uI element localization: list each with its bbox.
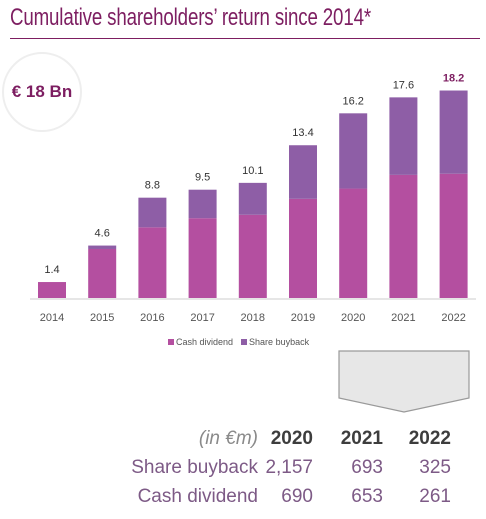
total-label-2021: 17.6 [393,79,414,91]
bar-share-buyback-2020 [339,113,368,189]
total-label-2014: 1.4 [44,264,59,276]
table-row-label: Share buyback [131,457,258,478]
table-cell: 693 [351,457,383,478]
bar-share-buyback-2015 [88,245,117,249]
bars-group: 1.4 2014 4.6 2015 8.8 2016 9.5 2017 10.1 2018 13.4… [38,73,468,324]
bar-share-buyback-2022 [439,90,468,174]
table-row-label: Cash dividend [137,486,258,507]
stacked-bar-chart: 1.4 2014 4.6 2015 8.8 2016 9.5 2017 10.1 2018 13.4… [30,73,476,324]
table-cell: 653 [351,486,383,507]
table-row-cash-dividend: Cash dividend 690 653 261 [100,486,470,515]
bar-cash-dividend-2017 [188,218,217,298]
bar-share-buyback-2018 [238,182,267,215]
x-tick-label-2016: 2016 [140,312,164,324]
callout-arrow-shape [338,350,470,413]
total-label-2016: 8.8 [145,180,160,192]
x-tick-label-2018: 2018 [241,312,265,324]
table-header-year: 2020 [270,428,313,449]
total-label-2015: 4.6 [95,228,110,240]
legend-label-cash-dividend: Cash dividend [176,337,234,347]
total-label-2022: 18.2 [443,73,464,85]
chart-title: Cumulative shareholders’ return since 20… [10,4,371,31]
bar-cash-dividend-2015 [88,248,117,298]
legend-swatch-cash-dividend [168,339,174,345]
x-tick-label-2022: 2022 [441,312,465,324]
legend-swatch-share-buyback [241,339,248,345]
table-row-share-buyback: Share buyback 2,157 693 325 [100,457,470,486]
x-tick-label-2015: 2015 [90,312,114,324]
total-label-2018: 10.1 [242,165,263,177]
bar-share-buyback-2017 [188,189,217,219]
bar-cash-dividend-2019 [289,198,317,298]
bar-cash-dividend-2021 [389,174,418,298]
title-underline [10,38,480,39]
table-header-year: 2021 [340,428,383,449]
table-unit-label: (in €m) [198,428,258,449]
table-cell: 261 [419,486,451,507]
total-return-badge: € 18 Bn [2,52,82,132]
x-tick-label-2014: 2014 [40,312,64,324]
table-header-row: (in €m) 2020 2021 2022 [100,428,470,457]
legend-item-share-buyback: Share buyback [241,337,309,347]
total-label-2017: 9.5 [195,172,210,184]
table-cell: 690 [281,486,313,507]
x-tick-label-2017: 2017 [190,312,214,324]
buyback-dividend-table: (in €m) 2020 2021 2022 Share buyback 2,1… [100,428,470,515]
bar-cash-dividend-2016 [138,227,167,298]
bar-cash-dividend-2018 [238,214,267,298]
table-cell: 325 [419,457,451,478]
bar-cash-dividend-2014 [38,282,66,298]
bar-cash-dividend-2022 [439,173,468,298]
table-header-year: 2022 [408,428,451,449]
bar-share-buyback-2019 [289,145,317,199]
total-label-2019: 13.4 [292,127,313,139]
bar-share-buyback-2021 [389,97,418,175]
legend: Cash dividend Share buyback [168,337,309,347]
table-cell: 2,157 [265,457,313,478]
x-tick-label-2021: 2021 [391,312,415,324]
legend-item-cash-dividend: Cash dividend [168,337,233,347]
total-label-2020: 16.2 [342,95,363,107]
bar-share-buyback-2016 [138,197,167,228]
legend-label-share-buyback: Share buyback [249,337,310,347]
bar-cash-dividend-2020 [339,188,368,298]
x-tick-label-2020: 2020 [341,312,365,324]
x-tick-label-2019: 2019 [291,312,315,324]
